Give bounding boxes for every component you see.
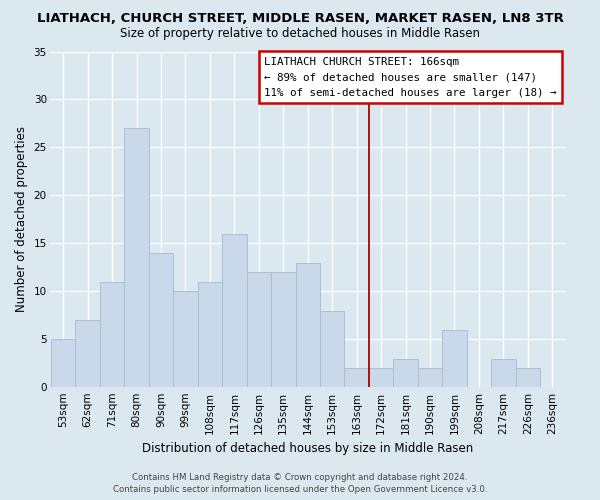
Text: LIATHACH, CHURCH STREET, MIDDLE RASEN, MARKET RASEN, LN8 3TR: LIATHACH, CHURCH STREET, MIDDLE RASEN, M…: [37, 12, 563, 26]
Bar: [173, 292, 198, 388]
Bar: [418, 368, 442, 388]
Bar: [198, 282, 222, 388]
Text: Contains HM Land Registry data © Crown copyright and database right 2024.
Contai: Contains HM Land Registry data © Crown c…: [113, 472, 487, 494]
Bar: [124, 128, 149, 388]
Bar: [296, 262, 320, 388]
Bar: [344, 368, 369, 388]
Bar: [491, 358, 515, 388]
Bar: [149, 253, 173, 388]
Y-axis label: Number of detached properties: Number of detached properties: [15, 126, 28, 312]
Bar: [271, 272, 296, 388]
Bar: [394, 358, 418, 388]
Bar: [100, 282, 124, 388]
Bar: [76, 320, 100, 388]
Bar: [247, 272, 271, 388]
Bar: [369, 368, 394, 388]
Bar: [320, 310, 344, 388]
Bar: [51, 340, 76, 388]
Bar: [222, 234, 247, 388]
Bar: [442, 330, 467, 388]
Text: LIATHACH CHURCH STREET: 166sqm
← 89% of detached houses are smaller (147)
11% of: LIATHACH CHURCH STREET: 166sqm ← 89% of …: [264, 56, 557, 98]
Text: Size of property relative to detached houses in Middle Rasen: Size of property relative to detached ho…: [120, 28, 480, 40]
X-axis label: Distribution of detached houses by size in Middle Rasen: Distribution of detached houses by size …: [142, 442, 473, 455]
Bar: [515, 368, 540, 388]
